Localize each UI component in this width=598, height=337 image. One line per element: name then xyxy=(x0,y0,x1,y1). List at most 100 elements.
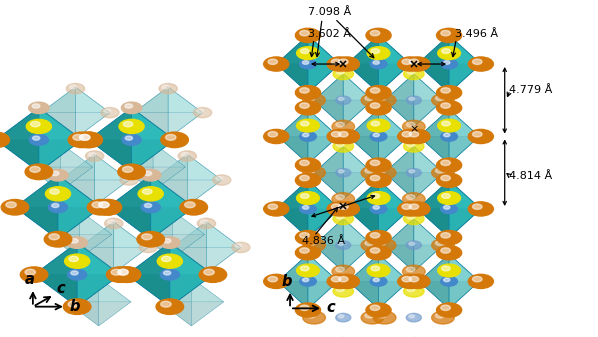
Circle shape xyxy=(300,233,309,238)
Polygon shape xyxy=(419,254,449,309)
Polygon shape xyxy=(66,278,99,326)
Circle shape xyxy=(367,47,390,60)
Text: b: b xyxy=(282,274,292,289)
Circle shape xyxy=(264,129,289,144)
Circle shape xyxy=(409,242,414,245)
Circle shape xyxy=(80,134,90,140)
Polygon shape xyxy=(108,207,194,239)
Text: c: c xyxy=(327,300,335,315)
Circle shape xyxy=(197,109,203,113)
Polygon shape xyxy=(0,140,82,172)
Polygon shape xyxy=(60,143,93,191)
Circle shape xyxy=(370,204,387,214)
Circle shape xyxy=(156,299,184,314)
Circle shape xyxy=(94,200,121,215)
Circle shape xyxy=(370,305,380,310)
Circle shape xyxy=(67,237,87,248)
Polygon shape xyxy=(449,109,479,164)
Circle shape xyxy=(331,131,341,137)
Polygon shape xyxy=(417,64,481,93)
Polygon shape xyxy=(349,136,408,164)
Polygon shape xyxy=(385,146,443,173)
Circle shape xyxy=(441,59,457,69)
Polygon shape xyxy=(121,167,185,191)
Polygon shape xyxy=(0,108,82,140)
Circle shape xyxy=(409,204,419,209)
Circle shape xyxy=(68,132,96,148)
Circle shape xyxy=(80,134,90,140)
Circle shape xyxy=(307,96,315,101)
Circle shape xyxy=(337,142,344,147)
Polygon shape xyxy=(99,278,131,326)
Text: 3.496 Å: 3.496 Å xyxy=(455,29,498,39)
Circle shape xyxy=(365,313,374,318)
Circle shape xyxy=(468,202,493,216)
Circle shape xyxy=(338,97,344,100)
Circle shape xyxy=(51,171,59,176)
Polygon shape xyxy=(385,146,414,199)
Circle shape xyxy=(370,277,387,286)
Circle shape xyxy=(472,276,482,282)
Circle shape xyxy=(199,267,227,282)
Polygon shape xyxy=(159,302,224,326)
Circle shape xyxy=(303,239,325,251)
Circle shape xyxy=(407,287,415,292)
Circle shape xyxy=(300,266,309,271)
Circle shape xyxy=(303,133,309,137)
Circle shape xyxy=(113,267,141,282)
Circle shape xyxy=(327,57,352,71)
Polygon shape xyxy=(206,222,241,273)
Polygon shape xyxy=(159,278,191,326)
Circle shape xyxy=(161,301,171,307)
Circle shape xyxy=(118,269,128,275)
Circle shape xyxy=(32,104,40,108)
Circle shape xyxy=(409,276,419,282)
Circle shape xyxy=(373,61,379,64)
Circle shape xyxy=(87,200,115,215)
Circle shape xyxy=(338,242,344,245)
Polygon shape xyxy=(276,35,308,93)
Circle shape xyxy=(123,166,133,172)
Polygon shape xyxy=(41,87,110,113)
Circle shape xyxy=(333,68,353,80)
Polygon shape xyxy=(314,146,373,173)
Polygon shape xyxy=(151,175,194,239)
Circle shape xyxy=(441,30,450,36)
Circle shape xyxy=(335,168,351,177)
Polygon shape xyxy=(94,154,129,206)
Circle shape xyxy=(157,254,182,268)
Circle shape xyxy=(366,28,391,42)
Circle shape xyxy=(437,173,462,187)
Polygon shape xyxy=(379,109,408,164)
Circle shape xyxy=(441,233,450,238)
Polygon shape xyxy=(172,222,206,273)
Circle shape xyxy=(333,213,353,224)
Circle shape xyxy=(197,218,215,228)
Polygon shape xyxy=(349,254,408,281)
Circle shape xyxy=(332,193,355,206)
Circle shape xyxy=(468,129,493,144)
Circle shape xyxy=(106,267,134,282)
Polygon shape xyxy=(134,113,203,138)
Circle shape xyxy=(89,152,96,156)
Polygon shape xyxy=(140,235,205,258)
Circle shape xyxy=(361,166,384,179)
Circle shape xyxy=(29,134,48,145)
Polygon shape xyxy=(343,74,373,127)
Circle shape xyxy=(332,120,355,133)
Circle shape xyxy=(185,202,195,208)
Circle shape xyxy=(125,136,133,140)
Polygon shape xyxy=(347,64,410,93)
Polygon shape xyxy=(127,243,213,275)
Circle shape xyxy=(338,315,344,318)
Circle shape xyxy=(398,129,423,144)
Circle shape xyxy=(398,202,423,216)
Circle shape xyxy=(441,88,450,93)
Circle shape xyxy=(432,311,454,324)
Circle shape xyxy=(99,202,109,208)
Circle shape xyxy=(441,160,450,165)
Text: 4.836 Å: 4.836 Å xyxy=(302,236,345,246)
Circle shape xyxy=(295,173,321,187)
Circle shape xyxy=(438,192,460,205)
Circle shape xyxy=(365,168,374,173)
